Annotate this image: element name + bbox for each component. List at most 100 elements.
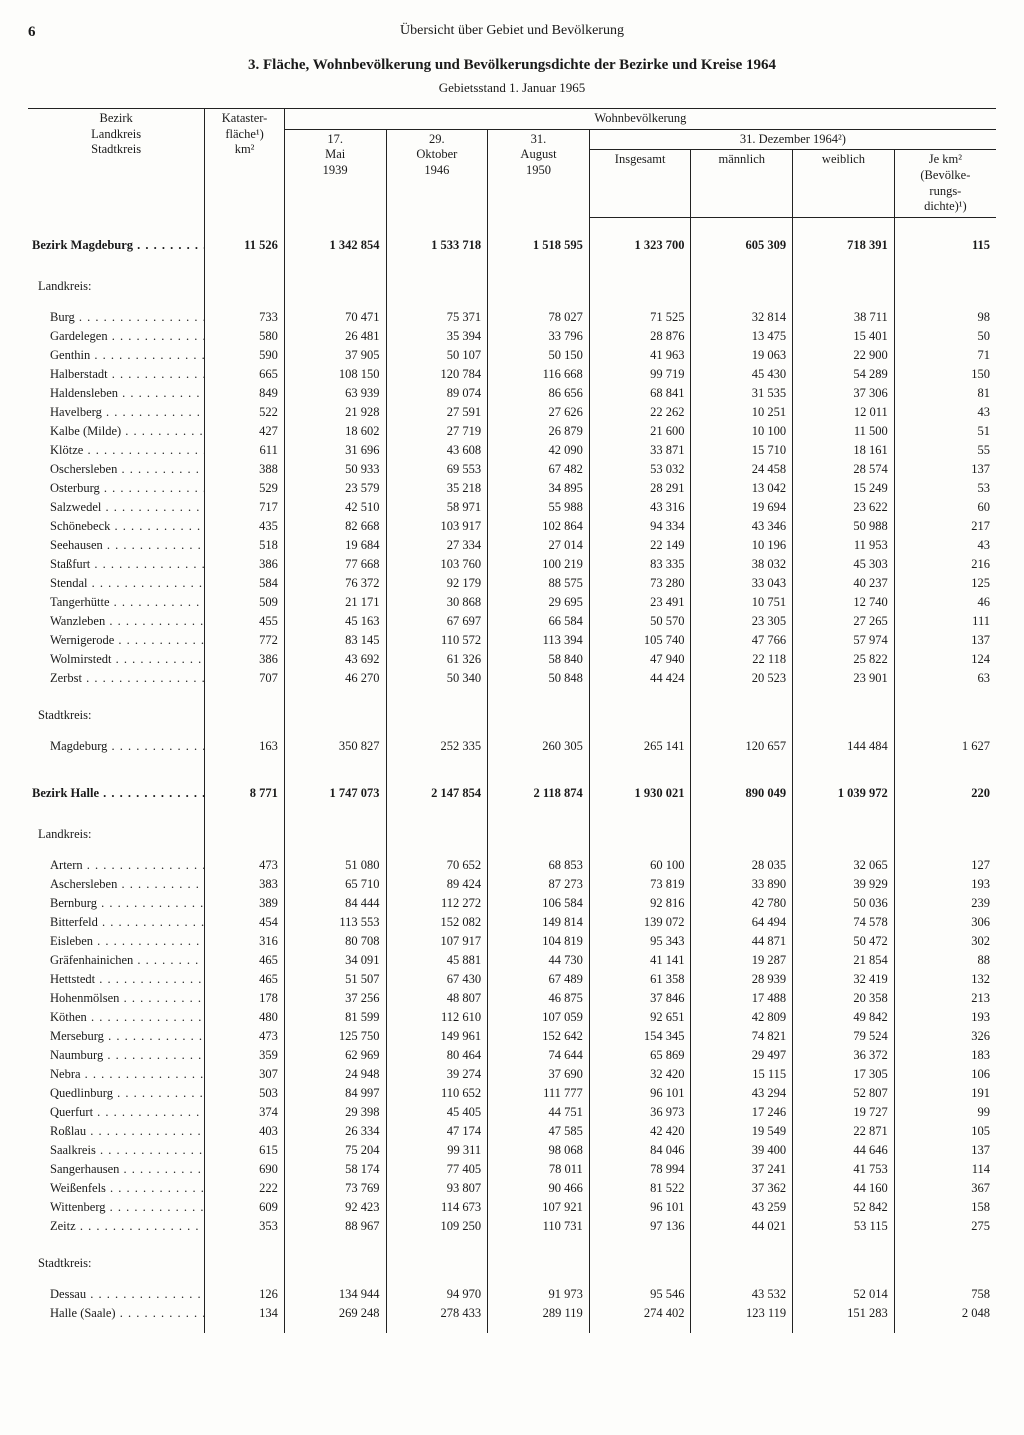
- landkreis-row: Hohenmölsen17837 25648 80746 87537 84617…: [28, 989, 996, 1008]
- row-label: Halle (Saale): [28, 1304, 205, 1323]
- landkreis-row: Zerbst70746 27050 34050 84844 42420 5232…: [28, 669, 996, 688]
- row-label: Gräfenhainichen: [28, 951, 205, 970]
- group-head-landkreis: Landkreis:: [28, 817, 996, 846]
- stadtkreis-row: Magdeburg163350 827252 335260 305265 141…: [28, 737, 996, 756]
- row-label: Bezirk Magdeburg: [28, 228, 205, 259]
- row-label: Bitterfeld: [28, 913, 205, 932]
- col-area: Kataster-fläche¹)km²: [205, 109, 285, 218]
- row-label: Schönebeck: [28, 517, 205, 536]
- landkreis-row: Gräfenhainichen46534 09145 88144 73041 1…: [28, 951, 996, 970]
- row-label: Landkreis:: [28, 817, 205, 846]
- group-head-landkreis: Landkreis:: [28, 269, 996, 298]
- row-label: Stendal: [28, 574, 205, 593]
- row-label: Weißenfels: [28, 1179, 205, 1198]
- landkreis-row: Havelberg52221 92827 59127 62622 26210 2…: [28, 403, 996, 422]
- row-label: Artern: [28, 856, 205, 875]
- landkreis-row: Querfurt37429 39845 40544 75136 97317 24…: [28, 1103, 996, 1122]
- row-label: Aschersleben: [28, 875, 205, 894]
- col-total: Insgesamt: [589, 150, 691, 218]
- table-title: 3. Fläche, Wohnbevölkerung und Bevölkeru…: [28, 57, 996, 74]
- row-label: Salzwedel: [28, 498, 205, 517]
- row-label: Bernburg: [28, 894, 205, 913]
- landkreis-row: Weißenfels22273 76993 80790 46681 52237 …: [28, 1179, 996, 1198]
- landkreis-row: Merseburg473125 750149 961152 642154 345…: [28, 1027, 996, 1046]
- landkreis-row: Tangerhütte50921 17130 86829 69523 49110…: [28, 593, 996, 612]
- row-label: Oschersleben: [28, 460, 205, 479]
- row-label: Eisleben: [28, 932, 205, 951]
- col-population: Wohnbevölkerung: [284, 109, 996, 130]
- col-female: weiblich: [793, 150, 895, 218]
- row-label: Bezirk Halle: [28, 776, 205, 807]
- landkreis-row: Wolmirstedt38643 69261 32658 84047 94022…: [28, 650, 996, 669]
- landkreis-row: Sangerhausen69058 17477 40578 01178 9943…: [28, 1160, 996, 1179]
- landkreis-row: Köthen48081 599112 610107 05992 65142 80…: [28, 1008, 996, 1027]
- landkreis-row: Aschersleben38365 71089 42487 27373 8193…: [28, 875, 996, 894]
- table-header: BezirkLandkreisStadtkreis Kataster-fläch…: [28, 109, 996, 218]
- landkreis-row: Saalkreis61575 20499 31198 06884 04639 4…: [28, 1141, 996, 1160]
- population-table: BezirkLandkreisStadtkreis Kataster-fläch…: [28, 108, 996, 1333]
- row-label: Kalbe (Milde): [28, 422, 205, 441]
- row-label: Genthin: [28, 346, 205, 365]
- row-label: Havelberg: [28, 403, 205, 422]
- col-1964: 31. Dezember 1964²): [589, 129, 996, 150]
- row-label: Wanzleben: [28, 612, 205, 631]
- row-label: Wernigerode: [28, 631, 205, 650]
- landkreis-row: Burg73370 47175 37178 02771 52532 81438 …: [28, 308, 996, 327]
- row-label: Magdeburg: [28, 737, 205, 756]
- landkreis-row: Gardelegen58026 48135 39433 79628 87613 …: [28, 327, 996, 346]
- landkreis-row: Stendal58476 37292 17988 57573 28033 043…: [28, 574, 996, 593]
- row-label: Merseburg: [28, 1027, 205, 1046]
- landkreis-row: Schönebeck43582 668103 917102 86494 3344…: [28, 517, 996, 536]
- row-label: Klötze: [28, 441, 205, 460]
- landkreis-row: Quedlinburg50384 997110 652111 77796 101…: [28, 1084, 996, 1103]
- row-label: Saalkreis: [28, 1141, 205, 1160]
- row-label: Nebra: [28, 1065, 205, 1084]
- landkreis-row: Genthin59037 90550 10750 15041 96319 063…: [28, 346, 996, 365]
- landkreis-row: Nebra30724 94839 27437 69032 42015 11517…: [28, 1065, 996, 1084]
- row-label: Sangerhausen: [28, 1160, 205, 1179]
- row-label: Quedlinburg: [28, 1084, 205, 1103]
- table-body: Bezirk Magdeburg11 5261 342 8541 533 718…: [28, 217, 996, 1333]
- row-label: Zeitz: [28, 1217, 205, 1236]
- row-label: Zerbst: [28, 669, 205, 688]
- row-label: Stadtkreis:: [28, 1246, 205, 1275]
- section-row: Bezirk Magdeburg11 5261 342 8541 533 718…: [28, 228, 996, 259]
- landkreis-row: Zeitz35388 967109 250110 73197 13644 021…: [28, 1217, 996, 1236]
- landkreis-row: Wernigerode77283 145110 572113 394105 74…: [28, 631, 996, 650]
- landkreis-row: Bitterfeld454113 553152 082149 814139 07…: [28, 913, 996, 932]
- table-subtitle: Gebietsstand 1. Januar 1965: [28, 80, 996, 96]
- col-male: männlich: [691, 150, 793, 218]
- landkreis-row: Naumburg35962 96980 46474 64465 86929 49…: [28, 1046, 996, 1065]
- row-label: Querfurt: [28, 1103, 205, 1122]
- row-label: Hohenmölsen: [28, 989, 205, 1008]
- landkreis-row: Oschersleben38850 93369 55367 48253 0322…: [28, 460, 996, 479]
- landkreis-row: Eisleben31680 708107 917104 81995 34344 …: [28, 932, 996, 951]
- row-label: Wittenberg: [28, 1198, 205, 1217]
- landkreis-row: Halberstadt665108 150120 784116 66899 71…: [28, 365, 996, 384]
- landkreis-row: Artern47351 08070 65268 85360 10028 0353…: [28, 856, 996, 875]
- col-density: Je km²(Bevölke-rungs-dichte)¹): [894, 150, 996, 218]
- stadtkreis-row: Halle (Saale)134269 248278 433289 119274…: [28, 1304, 996, 1323]
- row-label: Seehausen: [28, 536, 205, 555]
- landkreis-row: Wanzleben45545 16367 69766 58450 57023 3…: [28, 612, 996, 631]
- landkreis-row: Bernburg38984 444112 272106 58492 81642 …: [28, 894, 996, 913]
- row-label: Hettstedt: [28, 970, 205, 989]
- section-row: Bezirk Halle8 7711 747 0732 147 8542 118…: [28, 776, 996, 807]
- row-label: Haldensleben: [28, 384, 205, 403]
- landkreis-row: Staßfurt38677 668103 760100 21983 33538 …: [28, 555, 996, 574]
- row-label: Staßfurt: [28, 555, 205, 574]
- row-label: Burg: [28, 308, 205, 327]
- landkreis-row: Roßlau40326 33447 17447 58542 42019 5492…: [28, 1122, 996, 1141]
- row-label: Gardelegen: [28, 327, 205, 346]
- row-label: Osterburg: [28, 479, 205, 498]
- row-label: Halberstadt: [28, 365, 205, 384]
- group-head-stadtkreis: Stadtkreis:: [28, 698, 996, 727]
- col-1946: 29.Oktober1946: [386, 129, 488, 217]
- row-label: Tangerhütte: [28, 593, 205, 612]
- landkreis-row: Hettstedt46551 50767 43067 48961 35828 9…: [28, 970, 996, 989]
- landkreis-row: Haldensleben84963 93989 07486 65668 8413…: [28, 384, 996, 403]
- col-region: BezirkLandkreisStadtkreis: [28, 109, 205, 218]
- col-1950: 31.August1950: [488, 129, 590, 217]
- landkreis-row: Wittenberg60992 423114 673107 92196 1014…: [28, 1198, 996, 1217]
- row-label: Stadtkreis:: [28, 698, 205, 727]
